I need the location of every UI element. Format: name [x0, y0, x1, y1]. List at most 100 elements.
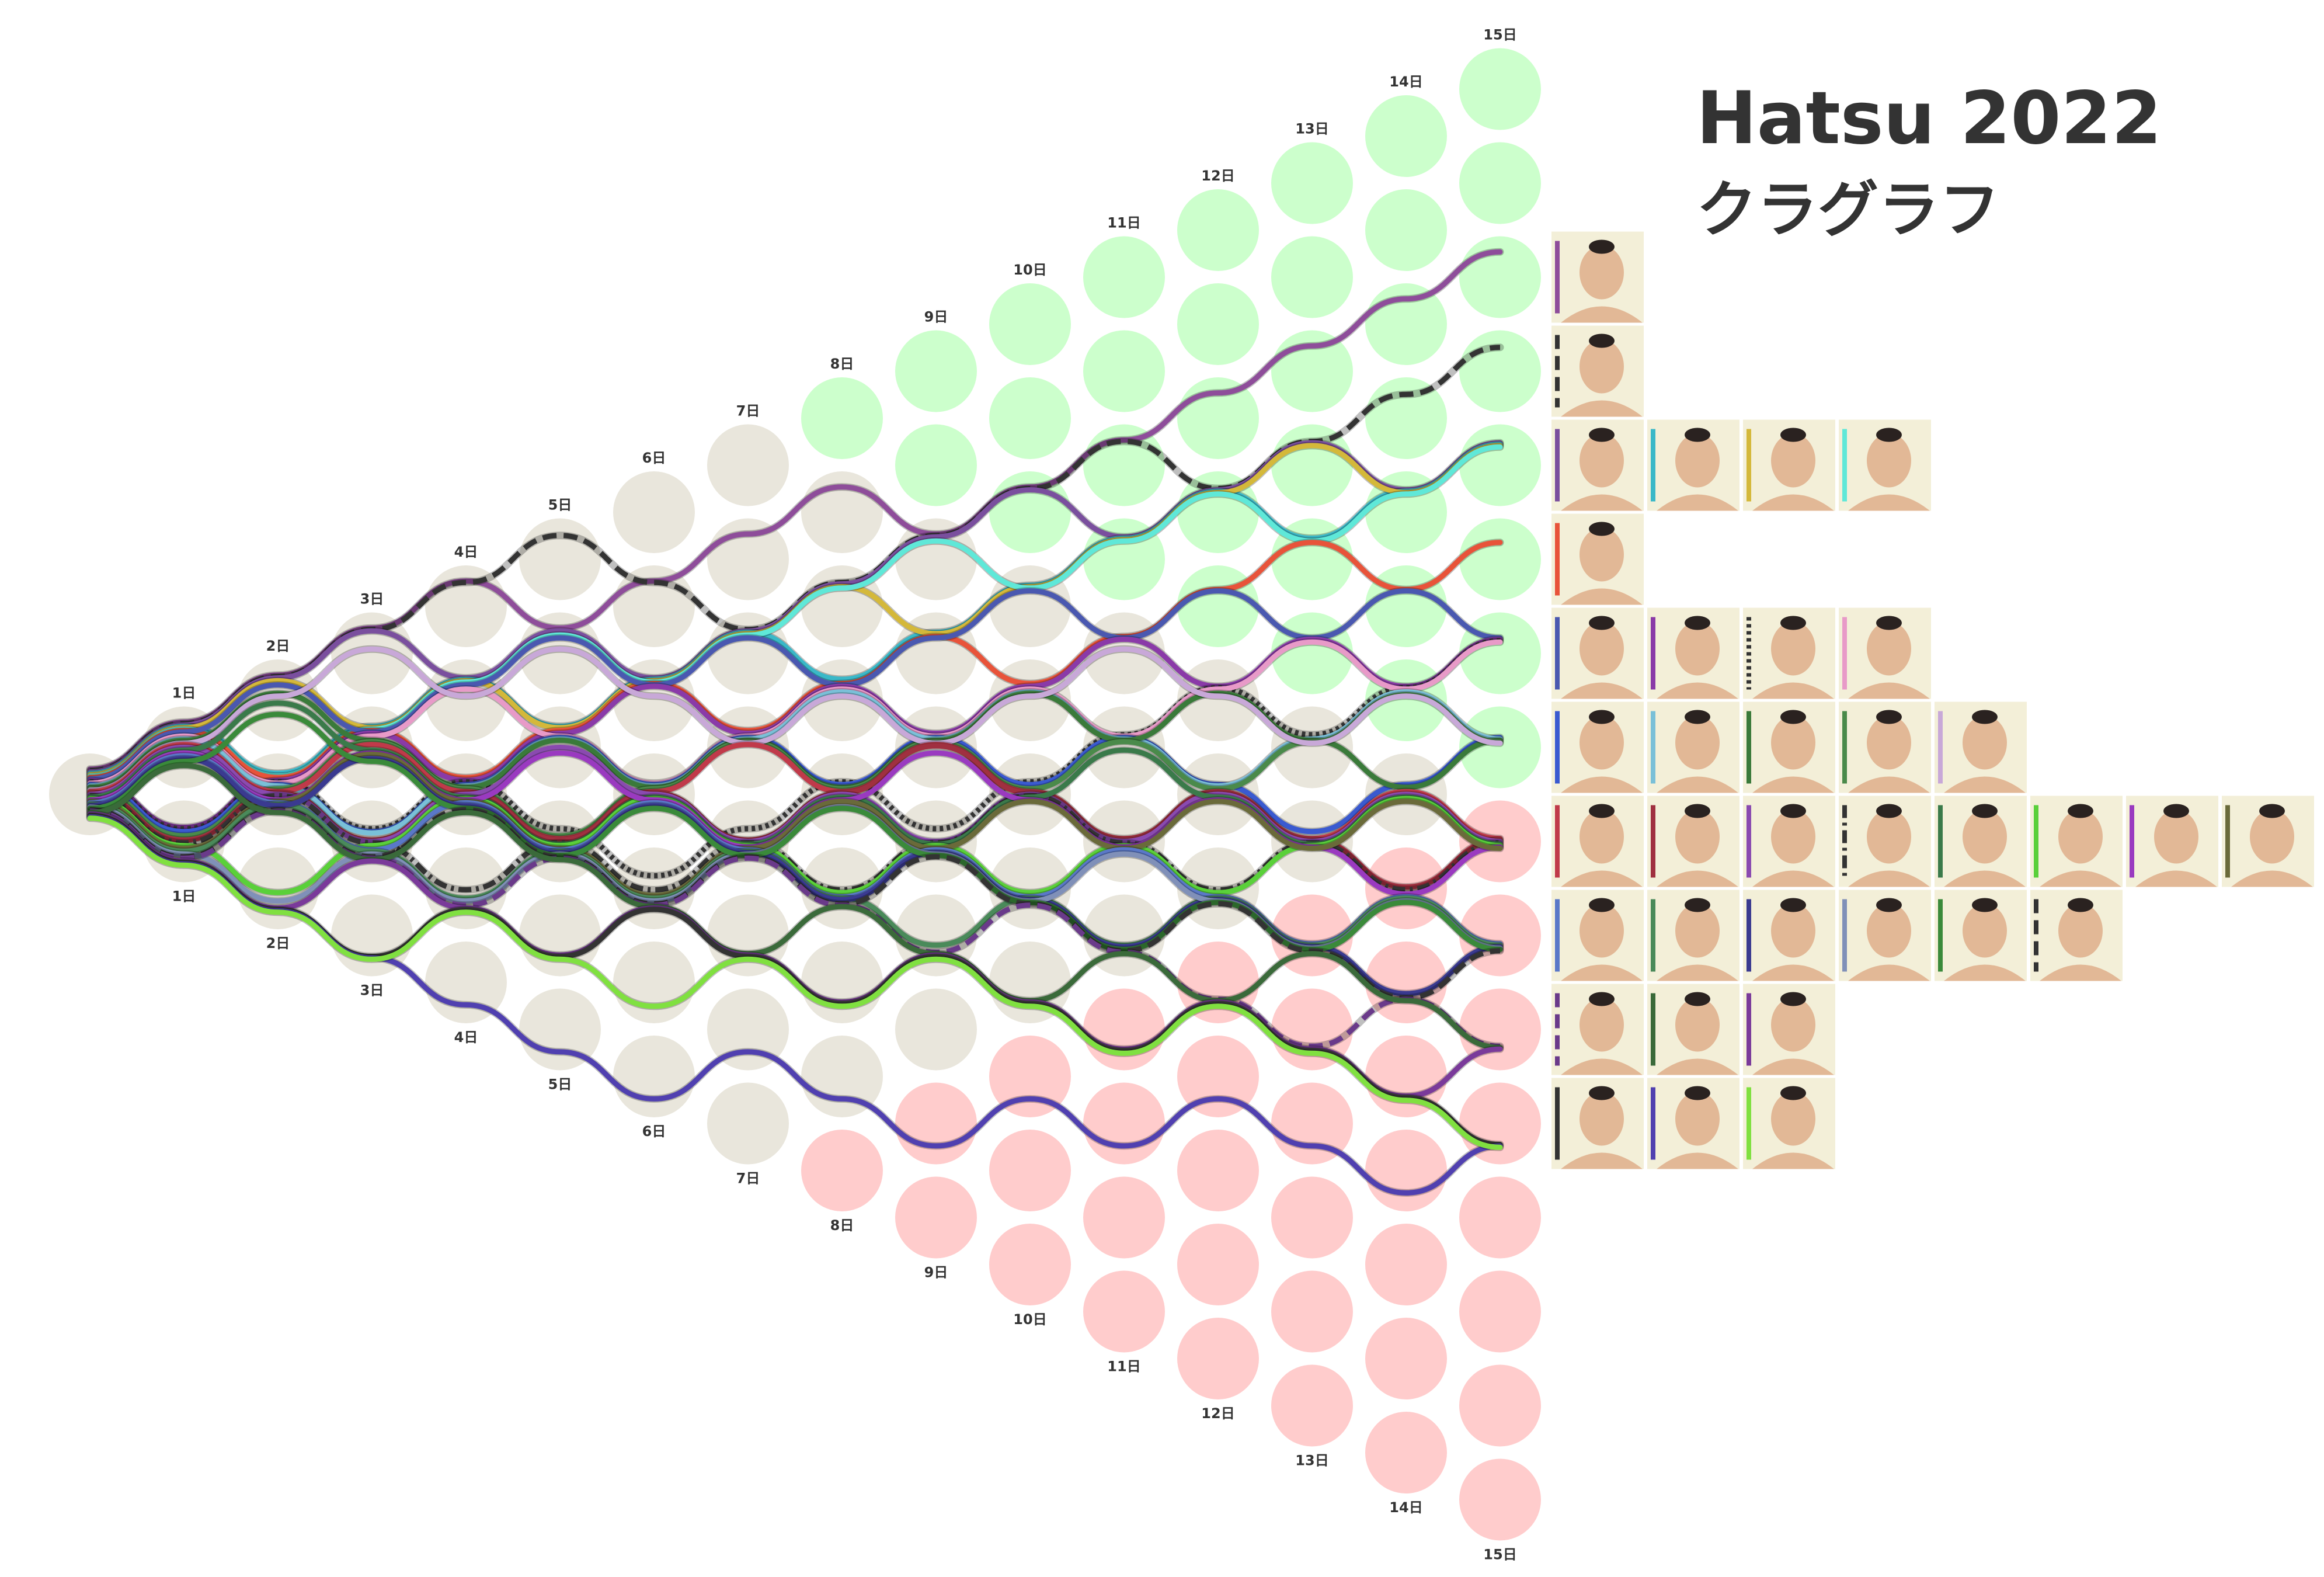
node	[613, 942, 695, 1023]
photo-body	[1657, 964, 1738, 981]
photo-hair	[1876, 428, 1902, 442]
photo-hair	[1780, 616, 1806, 630]
node	[1459, 1270, 1541, 1353]
node	[519, 518, 601, 600]
photo-body	[1752, 494, 1834, 511]
photo-head	[2058, 810, 2103, 864]
photo-head	[1580, 904, 1624, 958]
photo-body	[1848, 682, 1930, 699]
wrestler-line	[87, 588, 1503, 782]
photo-body	[1657, 682, 1738, 699]
photo-hair	[1972, 710, 1998, 724]
photo-hair	[1589, 804, 1615, 818]
node	[1365, 189, 1447, 271]
photo-head	[1963, 715, 2007, 770]
photo-head	[1771, 810, 1815, 864]
node	[1271, 1364, 1353, 1447]
photo-body	[1944, 776, 2026, 793]
day-label-bottom: 1日	[172, 888, 196, 905]
day-label-top: 8日	[830, 356, 854, 372]
photo-hair	[1876, 804, 1902, 818]
node	[707, 424, 789, 506]
photo-hair	[1780, 710, 1806, 724]
day-label-bottom: 7日	[736, 1170, 760, 1187]
day-label-top: 4日	[454, 544, 478, 560]
node	[1083, 1270, 1165, 1353]
node	[895, 424, 977, 506]
photo-body	[1561, 1152, 1643, 1169]
node	[801, 1130, 883, 1211]
node	[1083, 706, 1165, 788]
node	[1459, 706, 1541, 788]
node	[1083, 988, 1165, 1071]
day-label-bottom: 9日	[924, 1265, 948, 1281]
photo-body	[1848, 964, 1930, 981]
node	[1459, 424, 1541, 506]
photo-hair	[1780, 804, 1806, 818]
photo-body	[1752, 1058, 1834, 1075]
node	[989, 377, 1071, 459]
photo-layer	[1551, 231, 2314, 1169]
node	[1177, 1224, 1259, 1305]
photo-body	[2040, 870, 2121, 887]
photo-head	[1771, 904, 1815, 958]
node	[1083, 1176, 1165, 1259]
day-label-bottom: 12日	[1201, 1405, 1234, 1422]
wrestler-line	[87, 751, 1503, 898]
day-label-top: 13日	[1295, 121, 1328, 137]
node	[1459, 1458, 1541, 1541]
photo-hair	[1589, 898, 1615, 912]
node	[1459, 988, 1541, 1071]
photo-body	[1657, 776, 1738, 793]
node	[1459, 1176, 1541, 1259]
photo-head	[1580, 810, 1624, 864]
day-label-top: 15日	[1483, 27, 1516, 43]
day-label-top: 9日	[924, 309, 948, 325]
day-label-bottom: 13日	[1295, 1453, 1328, 1469]
photo-head	[1771, 433, 1815, 488]
node	[1271, 1270, 1353, 1353]
day-label-bottom: 3日	[360, 982, 384, 999]
photo-hair	[1876, 710, 1902, 724]
node	[1083, 236, 1165, 318]
photo-head	[1580, 621, 1624, 676]
photo-hair	[1780, 992, 1806, 1006]
photo-body	[2040, 964, 2121, 981]
chart-title: Hatsu 2022	[1696, 77, 2162, 161]
photo-head	[1580, 433, 1624, 488]
node	[613, 1036, 695, 1117]
day-label-top: 14日	[1389, 74, 1422, 90]
node	[989, 283, 1071, 365]
photo-body	[1657, 1058, 1738, 1075]
node	[1271, 236, 1353, 318]
photo-hair	[1685, 710, 1710, 724]
photo-hair	[2068, 898, 2093, 912]
node	[1459, 142, 1541, 224]
chart-subtitle: クラグラフ	[1696, 174, 2000, 245]
photo-body	[1944, 870, 2026, 887]
photo-head	[1867, 433, 1911, 488]
day-label-bottom: 8日	[830, 1217, 854, 1234]
photo-body	[1561, 400, 1643, 417]
photo-hair	[1589, 428, 1615, 442]
node	[1365, 1318, 1447, 1399]
node	[707, 1082, 789, 1165]
photo-hair	[1972, 804, 1998, 818]
photo-head	[1963, 810, 2007, 864]
photo-head	[1675, 904, 1720, 958]
photo-hair	[1589, 710, 1615, 724]
day-label-bottom: 14日	[1389, 1499, 1422, 1516]
wrestler-line	[87, 646, 1503, 793]
node	[1459, 1364, 1541, 1447]
photo-head	[1675, 433, 1720, 488]
node	[1177, 1036, 1259, 1117]
wrestler-line	[87, 815, 1503, 1150]
day-label-top: 10日	[1013, 262, 1046, 278]
photo-body	[1752, 776, 1834, 793]
photo-body	[1561, 776, 1643, 793]
photo-hair	[1589, 992, 1615, 1006]
photo-hair	[1589, 239, 1615, 254]
photo-head	[1867, 621, 1911, 676]
node	[895, 330, 977, 412]
